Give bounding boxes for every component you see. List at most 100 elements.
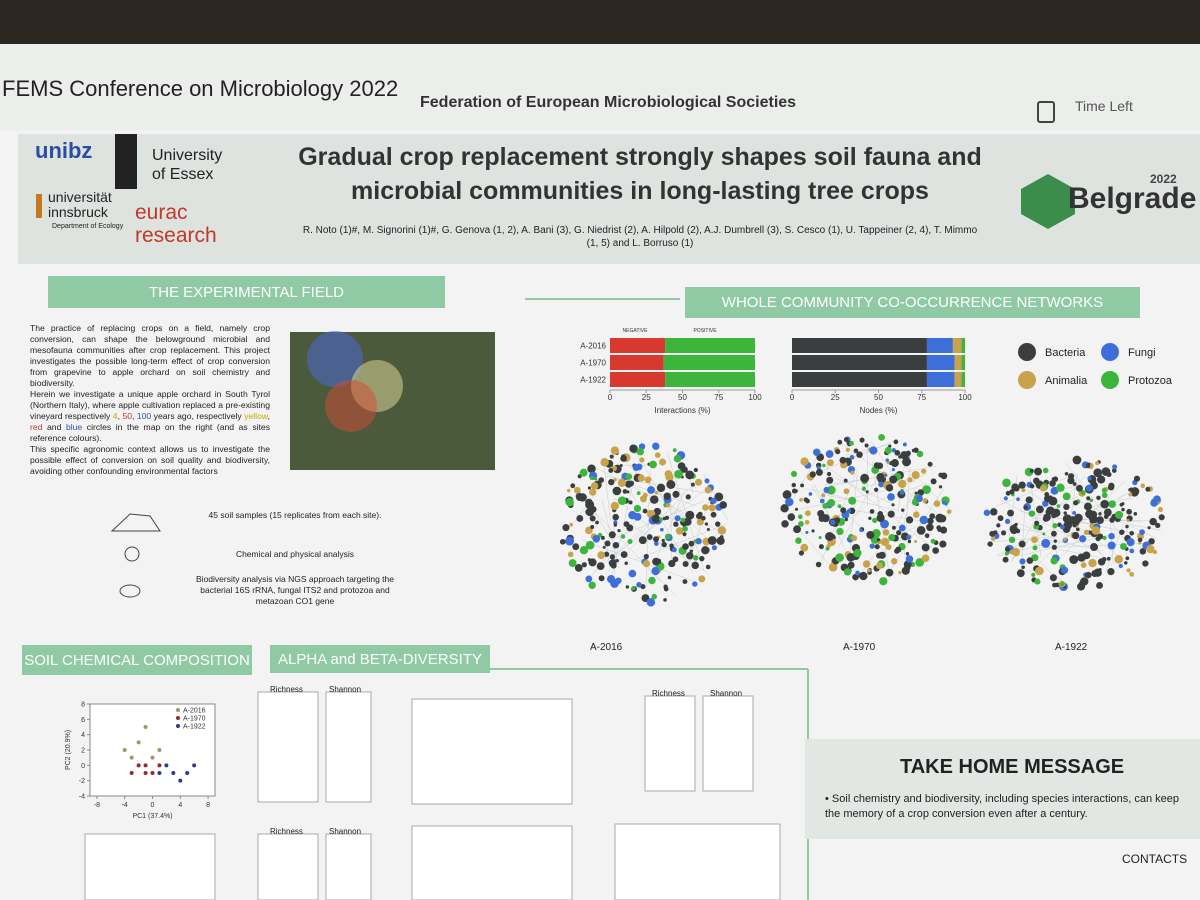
network-node [636,582,642,588]
network-node [878,481,885,488]
network-node [624,561,628,565]
method-item: Chemical and physical analysis [235,549,355,559]
network-edge [990,473,1076,510]
method-item: 45 soil samples (15 replicates from each… [208,510,382,520]
y-tick-label: -2 [79,778,85,785]
network-node [667,575,672,580]
section-heading: WHOLE COMMUNITY CO-OCCURRENCE NETWORKS [685,287,1140,318]
network-node [1102,535,1107,540]
network-node [864,443,869,448]
network-node [600,535,605,540]
logo-essex: University of Essex [152,146,222,184]
network-node [1087,476,1092,481]
network-node [663,492,671,500]
network-node [993,530,998,535]
network-node [617,478,627,487]
network-node [587,486,592,490]
category-label: A-1922 [580,376,606,385]
network-node [860,473,870,483]
network-node [935,513,945,523]
plot-frame [89,703,216,797]
network-node [1035,566,1044,576]
network-node [668,559,676,568]
network-node [1149,517,1157,526]
network-node [1145,486,1151,492]
legend-swatch [176,716,180,720]
network-node [1096,516,1104,524]
network-node [890,459,899,468]
scatter-point [136,763,141,768]
network-node [911,471,920,480]
network-node [1075,484,1083,492]
network-node [1129,571,1135,577]
network-node [1055,582,1060,588]
network-node [916,450,924,458]
network-node [822,463,826,468]
network-node [604,540,611,547]
network-node [1097,558,1106,566]
network-node [1125,524,1129,529]
network-node [1072,511,1077,515]
network-node [585,508,592,516]
network-node [1073,500,1079,506]
network-edge [786,515,829,564]
network-node [852,573,859,581]
network-node [1016,569,1025,578]
network-node [701,546,710,555]
network-node [1062,492,1071,501]
scatter-point [129,755,134,760]
scatter-point [129,771,134,775]
scatter-point [157,763,162,768]
network-edge [1126,523,1162,531]
network-node [646,597,656,607]
network-node [597,551,606,560]
network-node [805,510,811,517]
y-tick-label: 4 [81,732,85,739]
bar-segment [954,372,962,387]
network-node [826,459,834,467]
network-node [1103,508,1112,517]
network-node [589,515,596,522]
network-node [647,535,652,540]
x-tick-label: 25 [642,393,651,402]
network-node [594,477,598,481]
scatter-point [171,771,176,775]
network-node [639,495,647,503]
network-node [839,456,847,464]
network-node [610,501,619,511]
network-node [602,545,606,549]
y-tick-label: -4 [79,794,85,801]
network-node [781,520,789,528]
network-node [780,504,789,513]
network-node [1031,572,1036,577]
network-node [938,485,943,489]
network-node [696,518,704,526]
network-node [1142,560,1149,567]
network-edge [887,448,952,512]
network-node [1042,467,1049,474]
network-node [862,560,871,568]
network-node [1007,509,1015,517]
title-line: Gradual crop replacement strongly shapes… [298,143,982,171]
network-node [1095,461,1100,466]
network-node [598,477,605,483]
intro-part: The practice of replacing crops on a fie… [30,323,270,388]
network-node [664,515,669,520]
network-node [663,598,667,602]
network-node [833,517,841,524]
network-edge [789,489,892,512]
network-node [617,528,621,533]
network-node [579,468,588,477]
network-node [888,534,896,542]
network-node [673,521,679,527]
network-node [825,546,830,551]
network-node [631,586,636,591]
network-node [894,449,901,456]
network-node [794,507,799,511]
contacts[interactable]: CONTACTS [1122,852,1188,866]
network-node [643,553,649,560]
network-node [927,461,933,467]
network-node [1069,555,1079,564]
network-node [1004,518,1011,525]
network-node [884,446,892,454]
